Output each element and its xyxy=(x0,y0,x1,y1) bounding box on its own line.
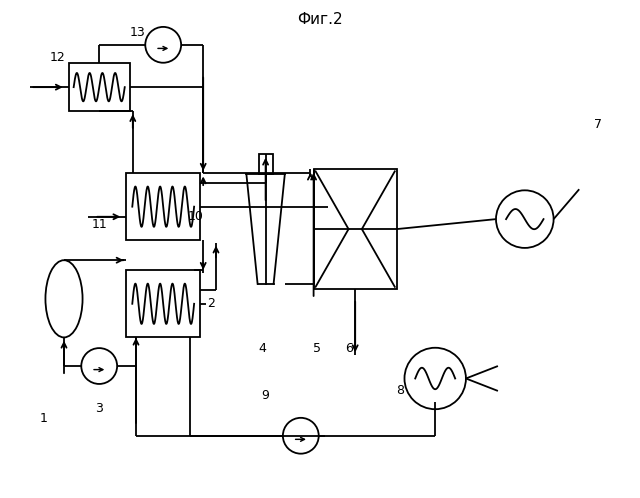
Bar xyxy=(314,169,397,289)
Text: 5: 5 xyxy=(313,342,321,355)
Text: Фиг.2: Фиг.2 xyxy=(297,12,343,27)
Text: 7: 7 xyxy=(595,118,602,131)
Bar xyxy=(126,270,200,338)
Text: 8: 8 xyxy=(396,384,404,397)
Text: 1: 1 xyxy=(40,412,47,425)
Bar xyxy=(69,64,130,111)
Text: 2: 2 xyxy=(207,297,215,310)
Text: 4: 4 xyxy=(259,342,266,355)
Text: 12: 12 xyxy=(50,51,65,64)
Text: 6: 6 xyxy=(345,342,353,355)
Text: 13: 13 xyxy=(130,26,145,39)
Text: 3: 3 xyxy=(95,402,103,415)
Text: 10: 10 xyxy=(188,210,203,223)
Text: 9: 9 xyxy=(262,389,269,402)
Bar xyxy=(126,173,200,241)
Text: 11: 11 xyxy=(92,218,107,231)
Bar xyxy=(259,154,273,174)
